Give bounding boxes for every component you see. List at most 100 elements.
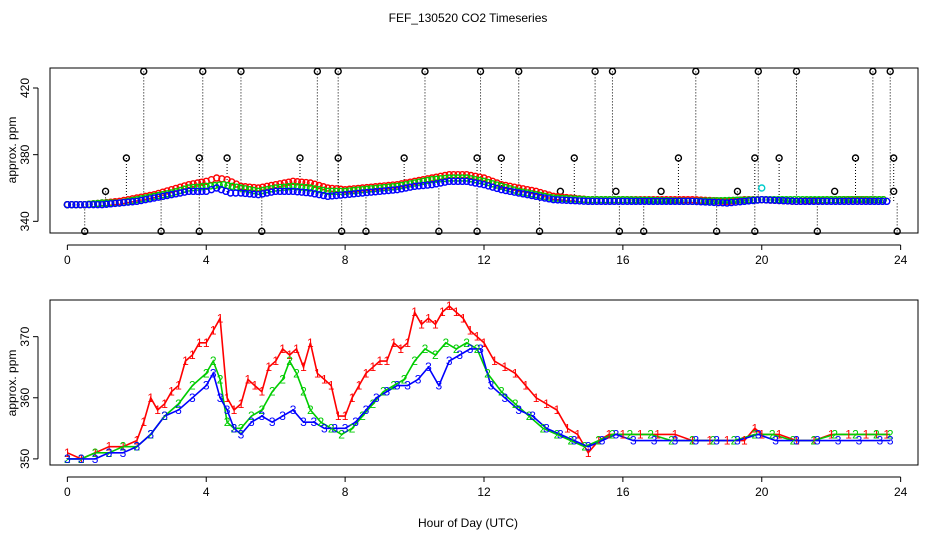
figure-title: FEF_130520 CO2 Timeseries (389, 11, 548, 25)
top-point-blue (554, 196, 562, 204)
top-point-blue (866, 197, 874, 206)
top-point-black (712, 227, 721, 236)
bottom-x-tick-label: 0 (64, 485, 71, 499)
top-point-green (293, 183, 302, 191)
bottom-marker-3: 3 (856, 434, 863, 448)
top-point-blue (176, 189, 184, 197)
top-point-blue (541, 194, 549, 202)
top-point-blue (302, 188, 310, 197)
bottom-marker-2: 2 (203, 366, 210, 380)
bottom-marker-3: 3 (599, 434, 606, 448)
top-point-green (332, 187, 341, 196)
top-point-blue (732, 198, 740, 206)
bottom-x-tick-label: 20 (755, 485, 769, 499)
bottom-marker-2: 2 (106, 446, 113, 460)
bottom-y-tick-label: 370 (18, 326, 32, 346)
top-point-black (535, 227, 544, 236)
top-point-black (223, 154, 231, 162)
top-point-blue (580, 197, 588, 205)
top-point-blue (853, 197, 861, 206)
top-point-blue (120, 198, 128, 207)
top-point-blue (870, 197, 878, 206)
top-point-red (285, 178, 293, 186)
bottom-y-axis-label: approx. ppm (5, 350, 19, 417)
top-point-blue (454, 177, 462, 186)
top-point-black (754, 67, 762, 76)
bottom-marker-1: 1 (404, 336, 411, 350)
top-point-blue (823, 197, 831, 206)
bottom-marker-2: 2 (307, 403, 314, 417)
bottom-x-tick-label: 8 (342, 485, 349, 499)
bottom-marker-2: 2 (338, 427, 345, 441)
bottom-marker-3: 3 (876, 434, 883, 448)
bottom-marker-2: 2 (300, 385, 307, 399)
top-point-blue (705, 198, 714, 206)
top-point-blue (98, 200, 106, 209)
bottom-marker-1: 1 (342, 409, 349, 423)
bottom-marker-1: 1 (574, 427, 581, 441)
top-point-black (122, 154, 131, 162)
bottom-x-tick-label: 16 (616, 485, 630, 499)
bottom-marker-1: 1 (501, 360, 508, 374)
top-point-black (337, 227, 346, 236)
bottom-marker-2: 2 (92, 446, 99, 460)
top-point-blue (480, 180, 488, 189)
top-point-blue (684, 197, 692, 206)
top-point-green (202, 182, 210, 191)
top-point-blue (226, 189, 235, 197)
bottom-plot-frame (49, 299, 919, 466)
bottom-marker-3: 3 (106, 446, 113, 460)
bottom-marker-2: 2 (78, 452, 85, 466)
top-point-blue (792, 197, 801, 206)
top-plot-frame (49, 67, 919, 234)
bottom-marker-3: 3 (557, 427, 564, 441)
top-point-blue (632, 197, 640, 206)
bottom-marker-1: 1 (564, 421, 571, 435)
bottom-marker-2: 2 (442, 336, 449, 350)
bottom-marker-3: 3 (692, 434, 699, 448)
top-point-black (851, 154, 860, 162)
top-point-red (198, 178, 206, 186)
bottom-marker-3: 3 (515, 403, 522, 417)
bottom-marker-2: 2 (484, 366, 491, 380)
bottom-marker-1: 1 (363, 366, 370, 380)
top-point-blue (267, 188, 276, 196)
top-point-green (241, 185, 250, 193)
top-point-black (692, 67, 700, 76)
top-point-blue (758, 195, 766, 204)
top-point-blue (584, 197, 592, 206)
bottom-marker-1: 1 (64, 446, 71, 460)
top-point-blue (593, 197, 601, 206)
bottom-marker-1: 1 (522, 379, 529, 393)
bottom-marker-2: 2 (432, 348, 439, 362)
bottom-marker-2: 2 (286, 354, 293, 368)
top-point-green (328, 187, 336, 196)
bottom-x-tick-label: 24 (894, 485, 908, 499)
top-point-blue (63, 200, 72, 209)
bottom-marker-1: 1 (474, 330, 481, 344)
top-point-black (473, 154, 481, 162)
top-point-black (296, 154, 304, 162)
top-point-blue (276, 187, 284, 196)
bottom-marker-1: 1 (376, 354, 383, 368)
bottom-marker-1: 1 (620, 427, 627, 441)
bottom-x-tick-label: 12 (477, 485, 491, 499)
bottom-marker-3: 3 (672, 434, 679, 448)
top-point-blue (575, 197, 584, 205)
bottom-marker-2: 2 (328, 421, 335, 435)
bottom-marker-1: 1 (439, 305, 446, 319)
bottom-marker-3: 3 (793, 434, 800, 448)
top-point-blue (831, 197, 840, 206)
bottom-marker-1: 1 (397, 342, 404, 356)
top-point-black (869, 67, 877, 76)
top-point-blue (81, 200, 89, 209)
top-point-blue (384, 186, 393, 195)
bottom-marker-3: 3 (456, 348, 463, 362)
bottom-marker-2: 2 (526, 409, 533, 423)
top-point-red (306, 179, 315, 187)
top-point-green (306, 184, 315, 192)
top-point-blue (337, 191, 345, 199)
top-point-blue (857, 197, 866, 206)
